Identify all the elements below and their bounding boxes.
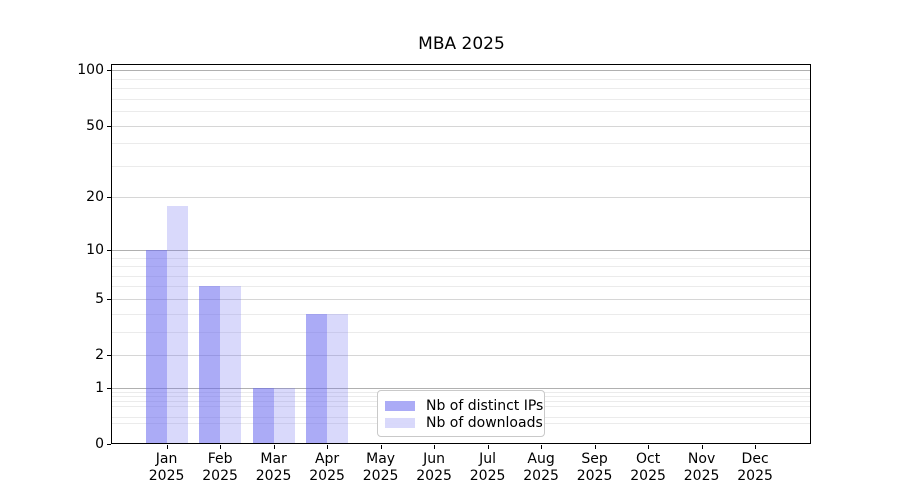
x-tick-label: May 2025 [362,451,399,484]
gridline-minor [112,111,810,113]
x-tick-mark [167,445,168,449]
x-tick-mark [220,445,221,449]
x-tick-mark [327,445,328,449]
x-tick-label: Jul 2025 [469,451,506,484]
x-tick-label: Oct 2025 [630,451,666,484]
bar-downloads [166,205,188,443]
gridline-minor [112,78,810,80]
x-tick-label: Sep 2025 [576,451,613,484]
gridline-major [112,197,810,199]
bar-distinct-ips [252,387,274,443]
legend-swatch-downloads [385,418,415,429]
gridline-minor [112,165,810,167]
y-tick-mark [107,355,111,356]
gridline-minor [112,257,810,259]
y-tick-mark [107,299,111,300]
x-tick-label: Mar 2025 [255,451,292,484]
y-tick-label: 2 [95,347,104,364]
gridline-minor [112,98,810,100]
gridline-major-decade [112,249,810,251]
x-tick-mark [434,445,435,449]
legend: Nb of distinct IPs Nb of downloads [377,390,545,437]
bar-distinct-ips [306,313,328,443]
gridline-minor [112,266,810,268]
x-tick-mark [648,445,649,449]
x-tick-mark [755,445,756,449]
x-tick-mark [541,445,542,449]
legend-label-downloads: Nb of downloads [426,415,543,432]
legend-label-distinct-ips: Nb of distinct IPs [426,397,544,414]
y-tick-label: 50 [86,117,104,134]
x-tick-mark [274,445,275,449]
bar-downloads [327,313,349,443]
y-tick-mark [107,70,111,71]
gridline-minor [112,143,810,145]
gridline-minor [112,286,810,288]
y-tick-mark [107,126,111,127]
x-tick-label: Dec 2025 [737,451,773,484]
x-tick-label: Aug 2025 [523,451,559,484]
y-tick-label: 1 [95,379,104,396]
y-tick-label: 10 [86,241,104,258]
x-tick-label: Apr 2025 [309,451,345,484]
legend-swatch-distinct-ips [385,400,415,411]
legend-item-downloads: Nb of downloads [378,415,544,433]
y-tick-label: 5 [95,290,104,307]
bar-distinct-ips [145,249,167,443]
gridline-major-decade [112,70,810,72]
y-tick-mark [107,250,111,251]
gridline-minor [112,88,810,90]
x-tick-mark [488,445,489,449]
x-tick-label: Nov 2025 [683,451,720,484]
gridline-major [112,125,810,127]
legend-item-distinct-ips: Nb of distinct IPs [378,397,544,415]
gridline-major [112,298,810,300]
gridline-major [112,355,810,357]
gridline-minor [112,331,810,333]
y-tick-label: 0 [95,436,104,452]
x-tick-label: Feb 2025 [202,451,238,484]
gridline-major-decade [112,387,810,389]
y-tick-label: 100 [77,62,104,79]
y-tick-label: 20 [86,189,104,206]
y-tick-mark [107,197,111,198]
plot-area [111,64,811,444]
x-tick-label: Jun 2025 [416,451,452,484]
bar-downloads [273,387,295,443]
y-tick-mark [107,388,111,389]
y-tick-mark [107,444,111,445]
x-tick-mark [595,445,596,449]
gridline-minor [112,313,810,315]
bar-distinct-ips [199,286,221,443]
x-tick-mark [381,445,382,449]
x-tick-mark [702,445,703,449]
x-tick-label: Jan 2025 [148,451,185,484]
bar-downloads [220,286,242,443]
chart-title: MBA 2025 [418,34,505,54]
gridline-minor [112,275,810,277]
